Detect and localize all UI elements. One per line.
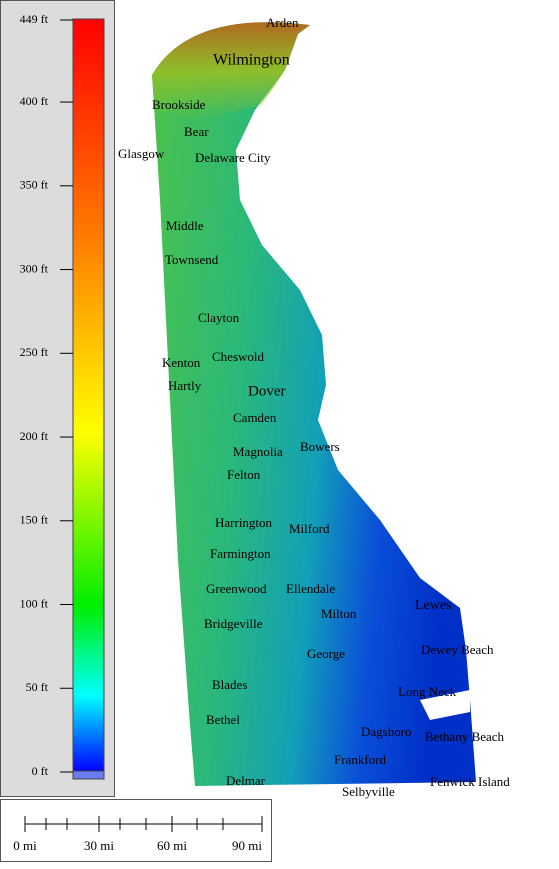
scale-label: 90 mi xyxy=(232,838,262,853)
place: Frankford xyxy=(334,752,386,767)
color-bar xyxy=(72,18,105,772)
legend-label: 150 ft xyxy=(20,513,49,527)
place: Delmar xyxy=(226,773,266,788)
place: Bowers xyxy=(300,439,340,454)
place: Arden xyxy=(266,15,299,30)
scale-label: 30 mi xyxy=(84,838,114,853)
place: Hartly xyxy=(168,378,202,393)
legend-label: 300 ft xyxy=(20,261,49,275)
place: Townsend xyxy=(165,252,219,267)
legend-label: 50 ft xyxy=(26,680,49,694)
place: Bridgeville xyxy=(204,616,263,631)
place: Harrington xyxy=(215,515,273,530)
legend-label: 100 ft xyxy=(20,596,49,610)
place: Bethel xyxy=(206,712,240,727)
legend-label: 250 ft xyxy=(20,345,49,359)
bay xyxy=(420,690,470,720)
scale-label: 60 mi xyxy=(157,838,187,853)
place: Camden xyxy=(233,410,277,425)
place: Milford xyxy=(289,521,330,536)
place: Dewey Beach xyxy=(421,642,494,657)
place: Milton xyxy=(321,606,357,621)
place: Magnolia xyxy=(233,444,283,459)
scale-box xyxy=(0,799,272,862)
scale-label: 0 mi xyxy=(13,838,37,853)
place: Dagsboro xyxy=(361,724,412,739)
place: Blades xyxy=(212,677,247,692)
place: Bethany Beach xyxy=(425,729,505,744)
place: George xyxy=(307,646,345,661)
place: Glasgow xyxy=(118,146,165,161)
place: Delaware City xyxy=(195,150,271,165)
place: Wilmington xyxy=(213,52,290,69)
place-labels: Arden Wilmington Brookside Bear Glasgow … xyxy=(118,15,510,799)
place: Cheswold xyxy=(212,349,265,364)
place: Dover xyxy=(248,383,286,399)
legend-label: 449 ft xyxy=(20,12,49,26)
legend-ticks: 449 ft 400 ft 350 ft 300 ft 250 ft 200 ft 150 … xyxy=(20,12,73,778)
piedmont xyxy=(152,22,310,120)
place: Greenwood xyxy=(206,581,267,596)
place: Ellendale xyxy=(286,581,335,596)
color-bar-base xyxy=(72,770,105,780)
place: Felton xyxy=(227,467,261,482)
place: Fenwick Island xyxy=(430,774,510,789)
place: Kenton xyxy=(162,355,201,370)
delaware-land xyxy=(152,22,476,786)
legend-label: 0 ft xyxy=(32,764,49,778)
place: Selbyville xyxy=(342,784,395,799)
legend-label: 200 ft xyxy=(20,429,49,443)
place: Bear xyxy=(184,124,209,139)
place: Middle xyxy=(166,218,204,233)
scale-bar xyxy=(24,816,263,832)
place: Farmington xyxy=(210,546,271,561)
place: Clayton xyxy=(198,310,240,325)
place: Brookside xyxy=(152,97,206,112)
legend-label: 350 ft xyxy=(20,178,49,192)
place: Long Neck xyxy=(398,684,457,699)
legend-label: 400 ft xyxy=(20,94,49,108)
place: Lewes xyxy=(415,598,452,613)
